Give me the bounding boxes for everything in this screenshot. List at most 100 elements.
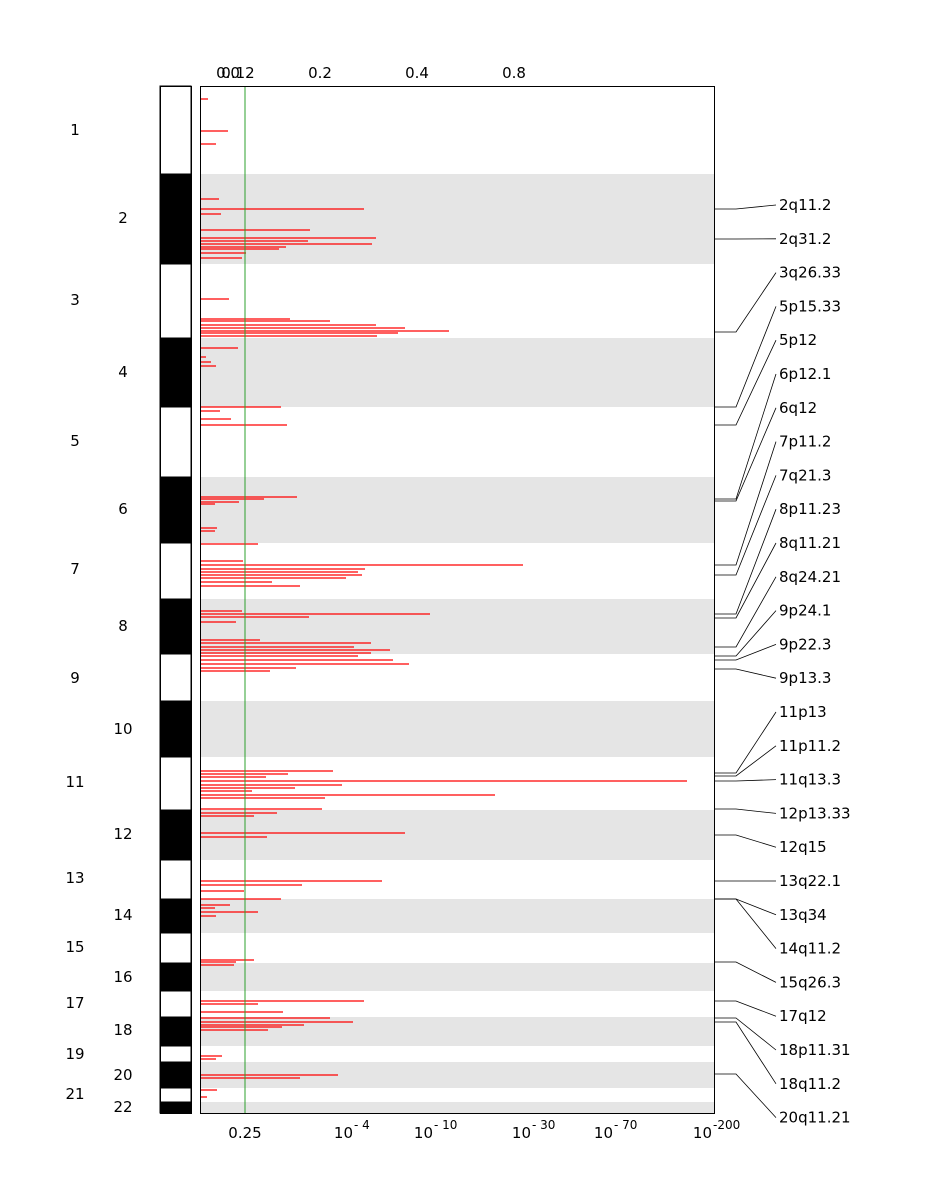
peak-label: 8p11.23 bbox=[779, 500, 841, 518]
ideogram-block-chr18 bbox=[159, 1016, 192, 1047]
peak-label: 9p24.1 bbox=[779, 602, 831, 620]
peak-leader-line bbox=[714, 898, 777, 916]
peak-leader-line bbox=[714, 576, 777, 648]
chromosome-label: 22 bbox=[113, 1098, 132, 1116]
ideogram-block-chr5 bbox=[159, 406, 192, 478]
ideogram-block-chr17 bbox=[159, 990, 192, 1018]
chromosome-label: 11 bbox=[65, 773, 84, 791]
peak-leader-line bbox=[714, 644, 777, 661]
ideogram-block-chr9 bbox=[159, 653, 192, 702]
peak-leader-line bbox=[714, 745, 777, 777]
peak-leader-line bbox=[714, 1021, 777, 1085]
chromosome-label: 9 bbox=[70, 669, 80, 687]
peak-leader-line bbox=[714, 340, 777, 426]
chromosome-label: 2 bbox=[118, 209, 128, 227]
chromosome-label: 6 bbox=[118, 500, 128, 518]
ideogram-block-chr10 bbox=[159, 700, 192, 758]
peak-leader-line bbox=[714, 808, 777, 814]
peak-leader-line bbox=[714, 1000, 777, 1017]
peak-leader-line bbox=[714, 961, 777, 983]
peak-label: 8q24.21 bbox=[779, 568, 841, 586]
peak-label: 11p11.2 bbox=[779, 737, 841, 755]
peak-leader-line bbox=[714, 272, 777, 333]
chromosome-label: 8 bbox=[118, 617, 128, 635]
peak-label: 13q34 bbox=[779, 906, 827, 924]
chromosome-label: 16 bbox=[113, 968, 132, 986]
peak-leader-line bbox=[714, 509, 777, 615]
peak-leader-line bbox=[714, 204, 777, 210]
peak-leader-line bbox=[714, 668, 777, 679]
bottom-tick-label: 0.25 bbox=[228, 1124, 261, 1142]
ideogram-block-chr3 bbox=[159, 263, 192, 339]
peak-leader-line bbox=[714, 610, 777, 657]
band-shade-chr12 bbox=[200, 810, 714, 860]
peak-label: 18p11.31 bbox=[779, 1041, 851, 1059]
peak-leader-line bbox=[714, 898, 777, 949]
peak-label: 20q11.21 bbox=[779, 1109, 851, 1127]
ideogram-block-chr8 bbox=[159, 598, 192, 655]
peak-labels: 2q11.2 2q31.2 3q26.33 5p15.33 5p12 6p12.1 6q12… bbox=[714, 196, 851, 1127]
top-tick-label: 0.2 bbox=[308, 64, 332, 82]
bottom-tick-exponent: -200 bbox=[713, 1118, 740, 1132]
chromosome-ideogram bbox=[159, 85, 192, 1114]
ideogram-block-chr15 bbox=[159, 932, 192, 964]
significance-trace bbox=[201, 98, 687, 1098]
peak-label: 14q11.2 bbox=[779, 940, 841, 958]
chromosome-label: 12 bbox=[113, 825, 132, 843]
peak-label: 9p22.3 bbox=[779, 635, 831, 653]
peak-label: 17q12 bbox=[779, 1007, 827, 1025]
peak-label: 6p12.1 bbox=[779, 365, 831, 383]
peak-leader-line bbox=[714, 779, 777, 782]
band-shade-chr18 bbox=[200, 1017, 714, 1046]
peak-leader-line bbox=[714, 711, 777, 774]
chromosome-label: 20 bbox=[113, 1066, 132, 1084]
peak-leader-line bbox=[714, 1073, 777, 1118]
chromosome-label: 21 bbox=[65, 1085, 84, 1103]
top-tick-label: 0.0 bbox=[216, 64, 240, 82]
peak-label: 3q26.33 bbox=[779, 264, 841, 282]
top-tick-label: 0.4 bbox=[405, 64, 429, 82]
bottom-tick-label: 10 bbox=[334, 1124, 353, 1142]
ideogram-block-chr12 bbox=[159, 809, 192, 861]
plot-frame bbox=[200, 86, 715, 1114]
ideogram-block-chr20 bbox=[159, 1061, 192, 1089]
ideogram-block-chr1 bbox=[159, 85, 192, 175]
top-axis-ticks: 0.00.12 0.2 0.4 0.8 bbox=[216, 64, 526, 82]
band-shade-chr2 bbox=[200, 174, 714, 264]
peak-label: 2q11.2 bbox=[779, 196, 831, 214]
bottom-tick-exponent: - 70 bbox=[614, 1118, 637, 1132]
bottom-tick-exponent: - 30 bbox=[532, 1118, 555, 1132]
top-tick-label: 0.8 bbox=[502, 64, 526, 82]
ideogram-block-chr14 bbox=[159, 898, 192, 934]
significance-signal bbox=[201, 98, 687, 1098]
ideogram-block-chr13 bbox=[159, 859, 192, 900]
ideogram-block-chr6 bbox=[159, 476, 192, 544]
ideogram-block-chr7 bbox=[159, 542, 192, 600]
chromosome-label: 10 bbox=[113, 720, 132, 738]
bottom-tick-label: 10 bbox=[414, 1124, 433, 1142]
bottom-axis-ticks: 0.25 10- 4 10- 10 10- 30 10- 70 10 -200 bbox=[228, 1118, 740, 1142]
chromosome-label: 19 bbox=[65, 1045, 84, 1063]
ideogram-block-chr4 bbox=[159, 337, 192, 408]
peak-label: 5p15.33 bbox=[779, 297, 841, 315]
ideogram-block-chr21 bbox=[159, 1087, 192, 1103]
peak-label: 15q26.3 bbox=[779, 973, 841, 991]
chromosome-label: 14 bbox=[113, 906, 132, 924]
band-shade-chr6 bbox=[200, 477, 714, 543]
band-shade-chr14 bbox=[200, 899, 714, 933]
band-shade-chr16 bbox=[200, 963, 714, 991]
chromosome-label: 13 bbox=[65, 869, 84, 887]
peak-label: 7q21.3 bbox=[779, 466, 831, 484]
ideogram-block-chr19 bbox=[159, 1045, 192, 1063]
ideogram-block-chr22 bbox=[159, 1101, 192, 1114]
chromosome-label: 3 bbox=[70, 291, 80, 309]
peak-label: 11p13 bbox=[779, 703, 827, 721]
peak-label: 5p12 bbox=[779, 331, 817, 349]
band-shade-chr22 bbox=[200, 1102, 714, 1113]
bottom-tick-label: 10 bbox=[512, 1124, 531, 1142]
chromosome-label: 18 bbox=[113, 1021, 132, 1039]
chromosome-label: 7 bbox=[70, 560, 80, 578]
peak-label: 12p13.33 bbox=[779, 804, 851, 822]
peak-leader-line bbox=[714, 542, 777, 619]
